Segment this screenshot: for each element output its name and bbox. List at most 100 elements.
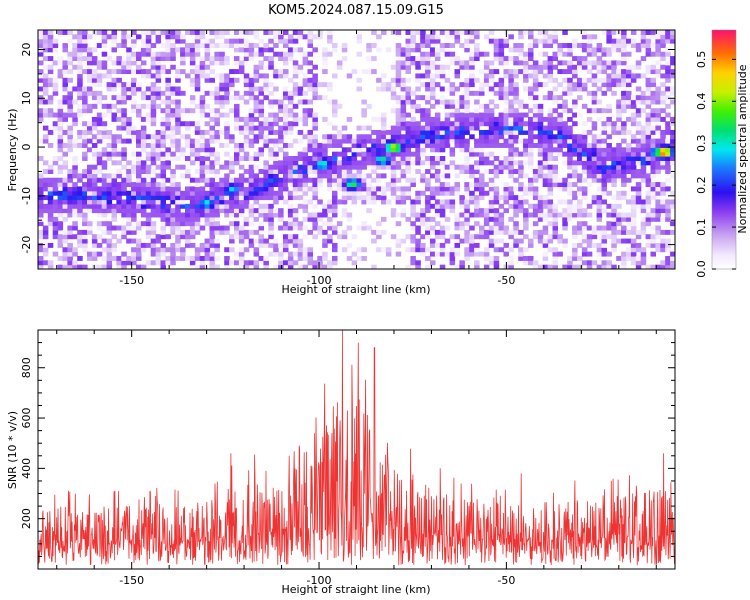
heatmap-cell (238, 142, 245, 148)
heatmap-cell (630, 77, 637, 83)
heatmap-cell (537, 103, 544, 109)
heatmap-cell (199, 112, 206, 118)
heatmap-cell (111, 95, 117, 101)
heatmap-cell (278, 169, 284, 174)
heatmap-cell (474, 108, 480, 114)
heatmap-cell (96, 129, 103, 135)
heatmap-cell (655, 160, 661, 166)
heatmap-cell (670, 151, 675, 157)
heatmap-cell (650, 34, 656, 40)
heatmap-cell (400, 151, 407, 157)
heatmap-cell (341, 199, 348, 205)
heatmap-cell (150, 169, 157, 174)
heatmap-cell (238, 264, 245, 269)
heatmap-cell (572, 138, 578, 144)
heatmap-cell (586, 203, 593, 209)
heatmap-cell (626, 103, 632, 109)
heatmap-cell (131, 129, 137, 135)
heatmap-cell (67, 51, 73, 57)
heatmap-cell (140, 208, 147, 214)
heatmap-cell (283, 182, 289, 188)
heatmap-cell (537, 116, 544, 122)
heatmap-cell (121, 125, 127, 131)
heatmap-cell (121, 251, 127, 257)
heatmap-cell (444, 34, 451, 40)
heatmap-cell (273, 51, 279, 57)
heatmap-cell (287, 169, 294, 174)
heatmap-cell (601, 156, 607, 161)
heatmap-cell (219, 43, 225, 48)
heatmap-cell (616, 255, 622, 261)
x-tick-label: -100 (307, 574, 332, 587)
heatmap-cell (469, 82, 475, 88)
heatmap-cell (601, 108, 607, 114)
heatmap-cell (405, 234, 411, 240)
heatmap-cell (131, 125, 137, 131)
heatmap-cell (67, 90, 73, 96)
heatmap-cell (101, 255, 108, 261)
heatmap-cell (645, 134, 652, 140)
heatmap-cell (258, 108, 264, 114)
heatmap-cell (253, 73, 260, 79)
heatmap-cell (547, 173, 554, 179)
heatmap-cell (385, 186, 392, 192)
heatmap-cell (528, 138, 534, 144)
heatmap-cell (47, 108, 54, 114)
heatmap-cell (145, 212, 152, 218)
heatmap-cell (307, 34, 313, 40)
colorbar-tick-label: 0.5 (695, 51, 708, 69)
heatmap-cell (459, 134, 465, 140)
heatmap-cell (189, 30, 196, 35)
heatmap-cell (189, 160, 196, 166)
heatmap-cell (430, 190, 436, 196)
heatmap-cell (508, 82, 514, 88)
heatmap-cell (248, 30, 255, 35)
heatmap-cell (513, 238, 519, 244)
heatmap-cell (150, 156, 157, 161)
heatmap-cell (209, 30, 215, 35)
heatmap-cell (635, 160, 642, 166)
heatmap-cell (439, 142, 446, 148)
heatmap-cell (552, 225, 558, 231)
heatmap-cell (258, 112, 264, 118)
heatmap-cell (577, 151, 583, 157)
heatmap-cell (209, 190, 215, 196)
heatmap-cell (572, 64, 578, 70)
heatmap-cell (415, 56, 421, 62)
heatmap-cell (52, 177, 59, 183)
heatmap-cell (508, 90, 514, 96)
heatmap-cell (572, 164, 578, 170)
heatmap-cell (57, 225, 64, 231)
heatmap-cell (630, 173, 637, 179)
heatmap-cell (488, 160, 495, 166)
heatmap-cell (62, 190, 68, 196)
heatmap-cell (361, 182, 367, 188)
heatmap-cell (665, 151, 671, 157)
heatmap-cell (38, 34, 44, 40)
heatmap-cell (621, 47, 627, 53)
heatmap-cell (660, 199, 666, 205)
heatmap-cell (214, 195, 220, 201)
heatmap-cell (552, 229, 558, 235)
heatmap-cell (214, 116, 220, 122)
heatmap-cell (238, 247, 245, 253)
heatmap-cell (410, 247, 416, 253)
heatmap-cell (77, 43, 83, 48)
heatmap-cell (626, 255, 632, 261)
heatmap-cell (439, 225, 446, 231)
heatmap-cell (170, 242, 176, 248)
heatmap-cell (38, 138, 44, 144)
heatmap-cell (283, 247, 289, 253)
heatmap-cell (150, 199, 157, 205)
heatmap-cell (283, 260, 289, 266)
heatmap-cell (469, 190, 475, 196)
heatmap-cell (586, 38, 593, 44)
heatmap-cell (430, 147, 436, 153)
heatmap-cell (390, 90, 397, 96)
heatmap-cell (474, 43, 480, 48)
heatmap-cell (287, 225, 294, 231)
heatmap-cell (317, 260, 323, 266)
heatmap-cell (96, 169, 103, 174)
heatmap-cell (292, 90, 299, 96)
heatmap-cell (155, 38, 162, 44)
